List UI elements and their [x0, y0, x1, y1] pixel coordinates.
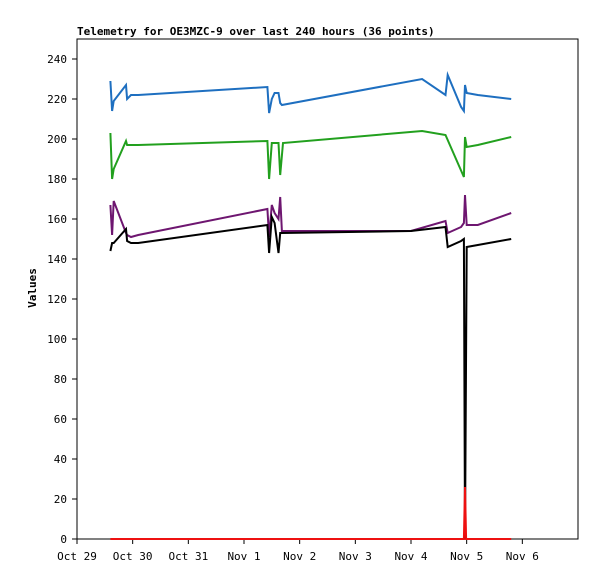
series-line-0	[109, 71, 512, 114]
series-line-1	[109, 129, 512, 180]
y-tick-label: 100	[47, 333, 67, 346]
y-tick-label: 160	[47, 213, 67, 226]
y-tick-label: 60	[54, 413, 67, 426]
y-tick-label: 120	[47, 293, 67, 306]
y-tick-label: 20	[54, 493, 67, 506]
y-tick-label: 40	[54, 453, 67, 466]
x-tick-label: Nov 3	[339, 550, 372, 563]
x-tick-label: Nov 4	[394, 550, 427, 563]
x-axis: Oct 29 Oct 30 Oct 31 Nov 1 Nov 2 Nov 3 Nov 4 No…	[57, 539, 539, 563]
x-tick-label: Nov 6	[506, 550, 539, 563]
y-tick-label: 220	[47, 93, 67, 106]
y-axis-label: Values	[26, 268, 39, 308]
y-tick-label: 180	[47, 173, 67, 186]
series-line-3	[109, 213, 512, 540]
series-line-4	[110, 486, 512, 540]
y-tick-label: 140	[47, 253, 67, 266]
x-tick-label: Oct 29	[57, 550, 97, 563]
x-tick-label: Nov 1	[227, 550, 260, 563]
y-tick-label: 0	[60, 533, 67, 546]
chart-title: Telemetry for OE3MZC-9 over last 240 hou…	[77, 25, 435, 38]
y-axis: 0 20 40 60 80 100 120 140 160 180 200 220 240	[47, 53, 77, 546]
series-line-2	[109, 194, 512, 239]
x-tick-label: Nov 5	[450, 550, 483, 563]
series-layer	[109, 71, 512, 540]
x-tick-label: Oct 30	[113, 550, 153, 563]
y-tick-label: 240	[47, 53, 67, 66]
plot-area-frame	[76, 38, 579, 540]
x-tick-label: Oct 31	[168, 550, 208, 563]
y-tick-label: 200	[47, 133, 67, 146]
x-tick-label: Nov 2	[283, 550, 316, 563]
y-tick-label: 80	[54, 373, 67, 386]
